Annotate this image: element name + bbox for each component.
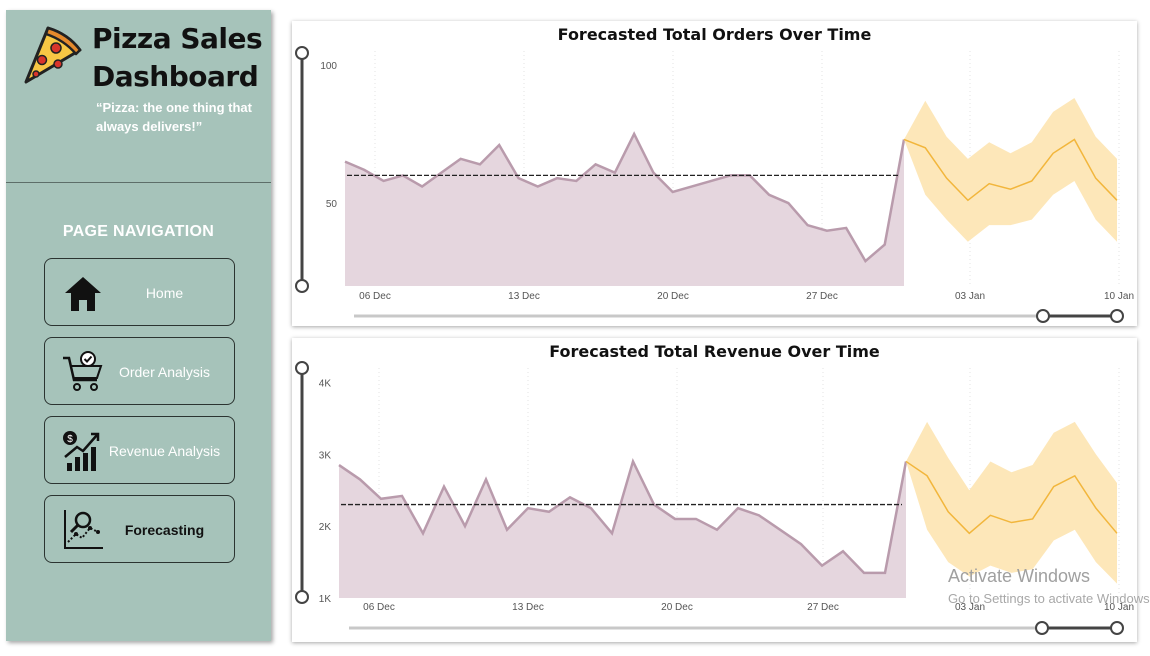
sidebar-divider xyxy=(6,182,271,183)
y-tick-label: 2K xyxy=(319,522,332,533)
forecast-band xyxy=(904,98,1117,242)
nav-button-forecasting[interactable]: Forecasting xyxy=(44,495,235,563)
x-tick-label: 27 Dec xyxy=(807,602,839,613)
cart-check-icon xyxy=(63,351,103,391)
nav-button-order-analysis[interactable]: Order Analysis xyxy=(44,337,235,405)
y-tick-label: 1K xyxy=(319,594,332,605)
home-icon xyxy=(65,277,101,311)
pizza-slice-icon xyxy=(24,26,82,84)
x-tick-label: 03 Jan xyxy=(955,291,985,302)
x-range-slider-handle-right[interactable] xyxy=(1110,621,1124,635)
x-tick-label: 10 Jan xyxy=(1104,602,1134,613)
nav-button-revenue-analysis[interactable]: $ Revenue Analysis xyxy=(44,416,235,484)
y-tick-label: 50 xyxy=(326,199,338,210)
x-tick-label: 27 Dec xyxy=(806,291,838,302)
x-tick-label: 13 Dec xyxy=(508,291,540,302)
actual-area xyxy=(339,461,906,598)
y-tick-label: 3K xyxy=(319,450,332,461)
y-range-slider-handle-bottom[interactable] xyxy=(295,590,309,604)
y-tick-label: 100 xyxy=(320,61,337,72)
dashboard-title: Pizza Sales Dashboard xyxy=(92,20,263,96)
nav-label-revenue-analysis: Revenue Analysis xyxy=(108,443,221,459)
y-range-slider-handle-bottom[interactable] xyxy=(295,279,309,293)
x-range-slider-handle-right[interactable] xyxy=(1110,309,1124,323)
y-range-slider-handle-top[interactable] xyxy=(295,361,309,375)
windows-watermark-title: Activate Windows xyxy=(948,566,1091,586)
forecast-line xyxy=(905,460,1118,535)
x-tick-label: 10 Jan xyxy=(1104,291,1134,302)
forecast-band xyxy=(906,421,1117,584)
sidebar: Pizza Sales Dashboard “Pizza: the one th… xyxy=(6,10,271,641)
x-tick-label: 13 Dec xyxy=(512,602,544,613)
x-tick-label: 20 Dec xyxy=(657,291,689,302)
x-tick-label: 06 Dec xyxy=(363,602,395,613)
x-tick-label: 20 Dec xyxy=(661,602,693,613)
x-tick-label: 06 Dec xyxy=(359,291,391,302)
revenue-chart-svg: 1K 2K 3K 4K 06 Dec 13 Dec 20 Dec 27 Dec 03 Jan 10… xyxy=(295,361,1134,635)
windows-watermark-subtitle: Go to Settings to activate Windows. xyxy=(948,591,1150,606)
nav-button-home[interactable]: Home xyxy=(44,258,235,326)
nav-heading: PAGE NAVIGATION xyxy=(62,223,215,240)
chart-title: Forecasted Total Orders Over Time xyxy=(557,25,872,44)
title-line-1: Pizza Sales xyxy=(92,22,263,55)
orders-chart-svg: 50 100 06 Dec 13 Dec 20 Dec 27 Dec 03 Jan 10 Ja… xyxy=(295,46,1134,323)
x-range-slider-handle-left[interactable] xyxy=(1035,621,1049,635)
forecast-line xyxy=(903,138,1118,202)
x-range-slider-handle-left[interactable] xyxy=(1036,309,1050,323)
svg-text:$: $ xyxy=(67,434,73,445)
actual-area xyxy=(345,133,904,286)
actual-line xyxy=(338,457,908,575)
y-range-slider-handle-top[interactable] xyxy=(295,46,309,60)
revenue-forecast-chart: Forecasted Total Revenue Over Time 1K 2K 3… xyxy=(292,338,1137,642)
orders-forecast-chart: Forecasted Total Orders Over Time 50 100 0… xyxy=(292,21,1137,326)
title-line-2: Dashboard xyxy=(92,60,259,93)
x-tick-label: 03 Jan xyxy=(955,602,985,613)
tagline-quote: “Pizza: the one thing that always delive… xyxy=(96,100,252,134)
nav-label-order-analysis: Order Analysis xyxy=(118,364,211,380)
forecast-chart-icon xyxy=(64,510,103,549)
nav-label-home: Home xyxy=(145,285,184,301)
chart-title: Forecasted Total Revenue Over Time xyxy=(549,342,880,361)
revenue-growth-icon: $ xyxy=(63,431,100,471)
nav-label-forecasting: Forecasting xyxy=(124,522,205,538)
y-tick-label: 4K xyxy=(319,378,332,389)
